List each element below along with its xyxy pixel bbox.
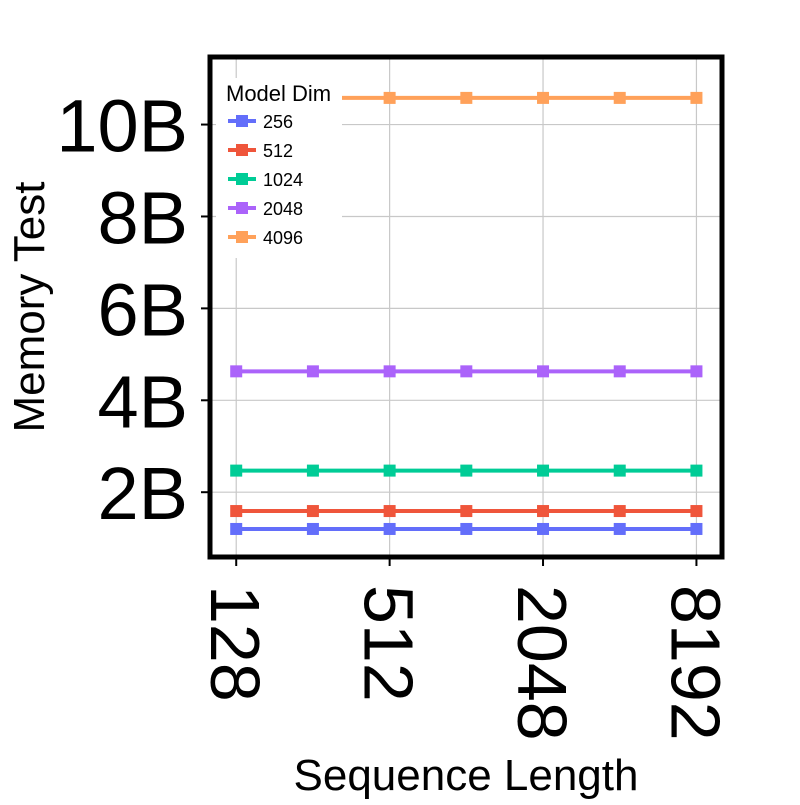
data-point-256 xyxy=(460,522,473,535)
legend-swatch-marker xyxy=(236,144,248,156)
y-tick-label: 6B xyxy=(97,268,188,351)
data-point-1024 xyxy=(230,464,243,477)
data-point-2048 xyxy=(306,365,319,378)
series-256 xyxy=(230,522,703,535)
x-tick-label: 512 xyxy=(350,585,428,702)
x-tick-label: 2048 xyxy=(503,585,581,741)
legend-swatch-marker xyxy=(236,115,248,127)
data-point-1024 xyxy=(383,464,396,477)
legend-label: 2048 xyxy=(263,199,303,219)
data-point-256 xyxy=(230,522,243,535)
legend-swatch-marker xyxy=(236,231,248,243)
data-point-256 xyxy=(613,522,626,535)
data-point-2048 xyxy=(230,365,243,378)
data-point-2048 xyxy=(690,365,703,378)
legend-item-4096: 4096 xyxy=(228,228,303,248)
data-point-1024 xyxy=(690,464,703,477)
data-point-1024 xyxy=(537,464,550,477)
data-point-512 xyxy=(383,505,396,518)
data-point-4096 xyxy=(460,91,473,104)
data-point-256 xyxy=(690,522,703,535)
legend-label: 512 xyxy=(263,141,293,161)
y-tick-label: 8B xyxy=(97,176,188,259)
data-point-256 xyxy=(537,522,550,535)
data-point-4096 xyxy=(613,91,626,104)
data-point-1024 xyxy=(306,464,319,477)
data-point-4096 xyxy=(537,91,550,104)
y-axis-label: Memory Test xyxy=(5,181,54,432)
data-point-512 xyxy=(306,505,319,518)
data-point-2048 xyxy=(383,365,396,378)
x-tick-label: 128 xyxy=(196,585,274,702)
data-point-512 xyxy=(230,505,243,518)
legend-item-1024: 1024 xyxy=(228,170,303,190)
legend-item-2048: 2048 xyxy=(228,199,303,219)
data-point-2048 xyxy=(537,365,550,378)
legend-label: 256 xyxy=(263,112,293,132)
data-point-512 xyxy=(537,505,550,518)
data-point-512 xyxy=(613,505,626,518)
y-tick-label: 10B xyxy=(56,85,188,168)
series-1024 xyxy=(230,464,703,477)
x-axis-label: Sequence Length xyxy=(294,751,639,800)
data-point-256 xyxy=(306,522,319,535)
data-point-1024 xyxy=(460,464,473,477)
legend: Model Dim 256 512 1024 2048 4096 xyxy=(216,78,342,258)
legend-label: 4096 xyxy=(263,228,303,248)
data-point-256 xyxy=(383,522,396,535)
legend-box xyxy=(216,78,342,258)
data-point-2048 xyxy=(460,365,473,378)
data-point-512 xyxy=(460,505,473,518)
data-point-2048 xyxy=(613,365,626,378)
series-512 xyxy=(230,505,703,518)
legend-label: 1024 xyxy=(263,170,303,190)
legend-title: Model Dim xyxy=(226,81,331,106)
plot-frame xyxy=(207,54,725,560)
data-point-4096 xyxy=(383,91,396,104)
data-point-4096 xyxy=(690,91,703,104)
x-tick-label: 8192 xyxy=(656,585,734,741)
legend-swatch-marker xyxy=(236,173,248,185)
y-tick-label: 4B xyxy=(97,360,188,443)
data-point-512 xyxy=(690,505,703,518)
legend-swatch-marker xyxy=(236,202,248,214)
data-point-1024 xyxy=(613,464,626,477)
series-lines xyxy=(230,91,703,535)
legend-item-256: 256 xyxy=(228,112,293,132)
y-tick-label: 2B xyxy=(97,452,188,535)
series-2048 xyxy=(230,365,703,378)
legend-item-512: 512 xyxy=(228,141,293,161)
